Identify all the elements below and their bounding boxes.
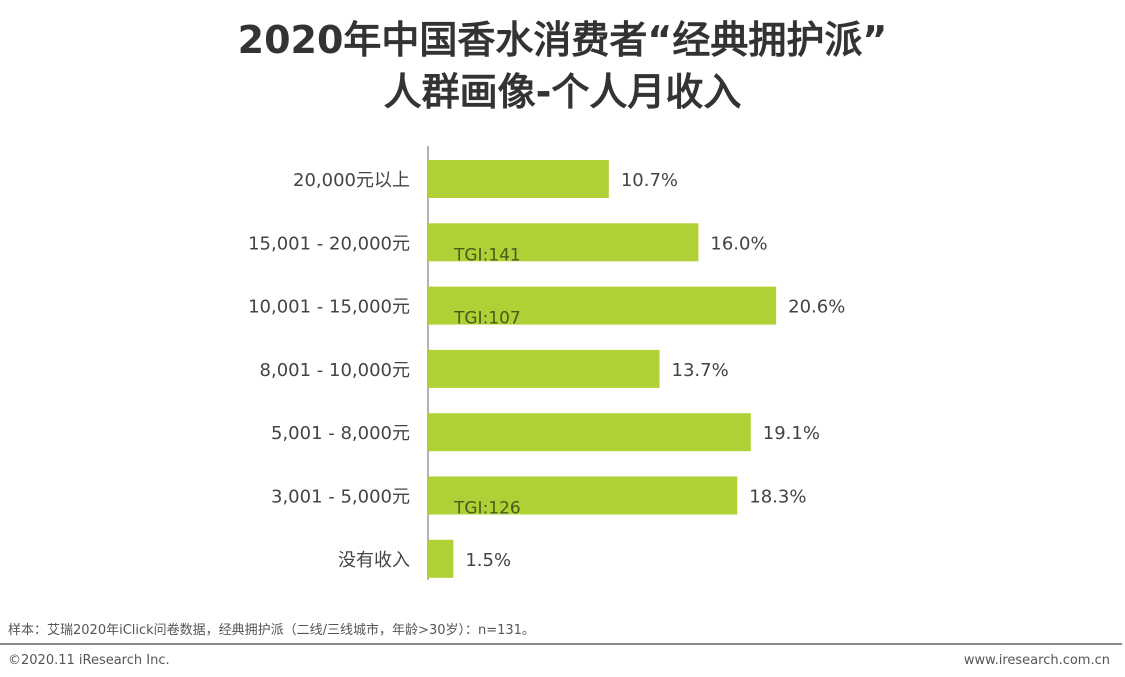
category-label: 20,000元以上 (293, 170, 410, 191)
category-label: 10,001 - 15,000元 (248, 297, 410, 318)
bar (428, 476, 738, 515)
chart-subtitle: 人群画像-个人月收入 (383, 70, 742, 114)
tgi-annotation: TGI:126 (453, 499, 521, 519)
sample-note: 样本：艾瑞2020年iClick问卷数据，经典拥护派（二线/三线城市，年龄>30… (8, 623, 535, 638)
bar (428, 286, 777, 325)
category-label: 15,001 - 20,000元 (248, 233, 410, 254)
value-label: 18.3% (749, 487, 806, 508)
category-label: 8,001 - 10,000元 (260, 360, 410, 381)
bar (428, 160, 609, 198)
tgi-annotation: TGI:141 (453, 245, 521, 265)
value-label: 16.0% (710, 233, 767, 254)
category-label: 没有收入 (338, 550, 410, 571)
value-label: 1.5% (465, 550, 511, 571)
tgi-annotation: TGI:107 (453, 309, 521, 329)
chart-title: 2020年中国香水消费者“经典拥护派” (237, 18, 888, 62)
bar (428, 539, 454, 578)
website-link: www.iresearch.com.cn (963, 653, 1110, 668)
value-label: 19.1% (763, 423, 820, 444)
category-label: 3,001 - 5,000元 (271, 487, 410, 508)
value-label: 10.7% (621, 170, 678, 191)
category-label: 5,001 - 8,000元 (271, 423, 410, 444)
footer-divider (0, 643, 1122, 645)
value-label: 20.6% (788, 297, 845, 318)
value-label: 13.7% (672, 360, 729, 381)
copyright: ©2020.11 iResearch Inc. (8, 653, 170, 668)
bar (428, 413, 751, 452)
bar (428, 223, 699, 262)
bar (428, 349, 660, 388)
